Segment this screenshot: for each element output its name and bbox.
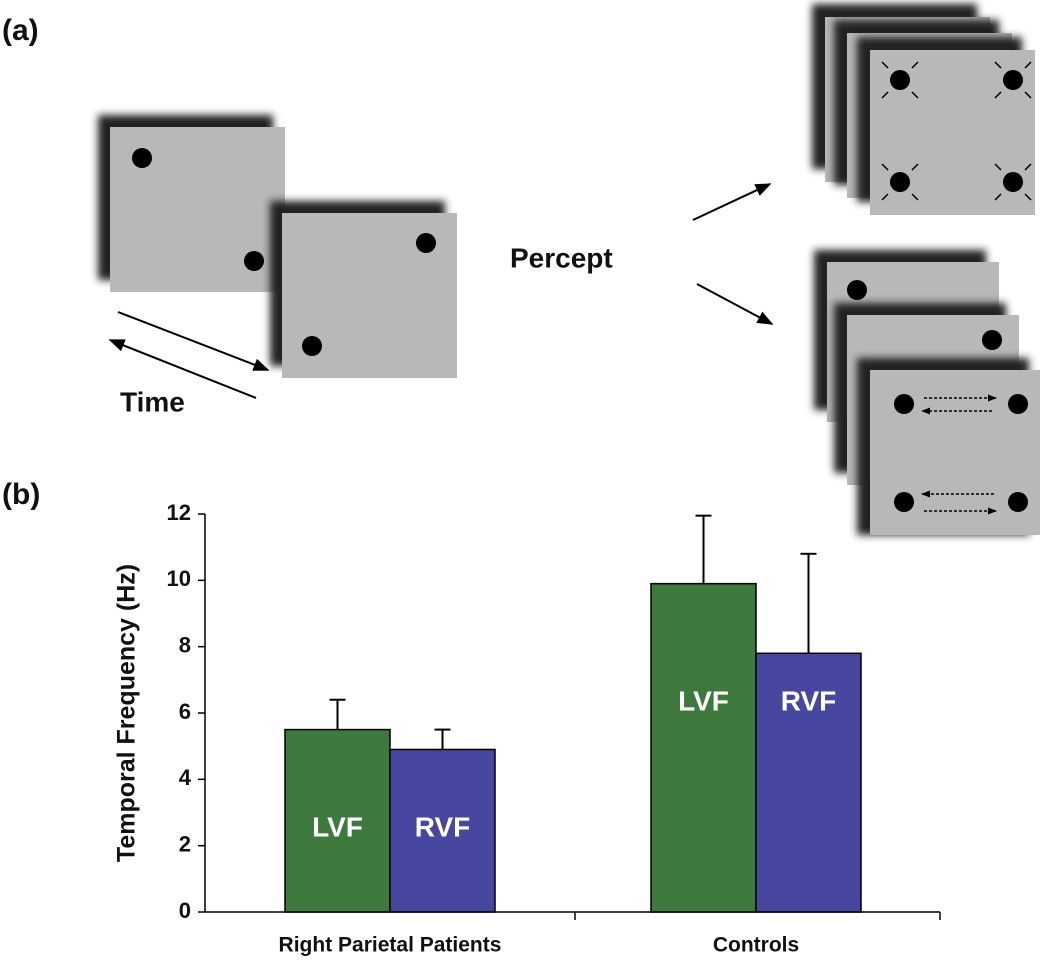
y-axis-label: Temporal Frequency (Hz) <box>113 564 141 862</box>
series-label: RVF <box>415 811 471 842</box>
y-tick-label: 8 <box>179 632 191 657</box>
panel-label: (b) <box>2 478 40 511</box>
stimulus-frames <box>98 115 774 399</box>
y-tick-label: 10 <box>167 566 191 591</box>
bar <box>650 582 757 913</box>
x-tick-label: Controls <box>713 934 799 957</box>
bar <box>284 728 391 913</box>
series-label: LVF <box>312 811 363 842</box>
y-tick-label: 0 <box>179 898 191 923</box>
percept-label: Percept <box>510 242 613 273</box>
percept-flicker <box>812 4 1035 215</box>
panel-label: (a) <box>2 14 39 47</box>
y-tick-label: 6 <box>179 699 191 724</box>
bar <box>755 652 862 913</box>
time-label: Time <box>120 386 185 417</box>
y-tick-label: 12 <box>167 500 191 525</box>
bar <box>389 748 496 913</box>
y-tick-label: 2 <box>179 831 191 856</box>
series-label: RVF <box>781 685 837 716</box>
x-tick-label: Right Parietal Patients <box>279 934 502 957</box>
percept-motion <box>814 250 1040 535</box>
series-label: LVF <box>678 685 729 716</box>
y-tick-label: 4 <box>179 765 192 790</box>
